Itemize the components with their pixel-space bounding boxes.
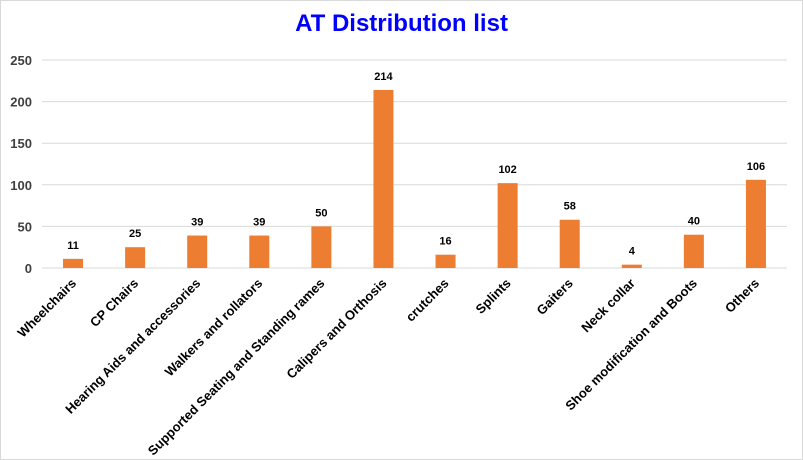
y-tick-label: 100: [10, 178, 32, 193]
bar: [745, 179, 766, 268]
bar: [497, 183, 518, 268]
category-label: Gaiters: [534, 276, 576, 318]
data-label: 50: [315, 207, 327, 219]
bar: [373, 89, 394, 269]
data-label: 102: [498, 164, 516, 176]
category-label: Hearing Aids and accessories: [62, 276, 203, 417]
y-tick-label: 50: [18, 219, 32, 234]
bars: [63, 89, 766, 269]
bar: [559, 219, 580, 268]
bar: [187, 235, 208, 268]
data-label: 4: [629, 246, 636, 258]
data-label: 11: [67, 240, 79, 252]
y-tick-label: 250: [10, 53, 32, 68]
bar: [311, 226, 332, 268]
data-labels: 11 25 39 39 50 214 16 102 58 4 40 106: [67, 71, 765, 258]
data-label: 40: [688, 216, 700, 228]
bar: [435, 254, 456, 268]
category-label: Shoe modification and Boots: [562, 276, 700, 414]
bar: [249, 235, 270, 268]
gridlines: [42, 59, 787, 269]
bar: [63, 258, 84, 268]
data-label: 25: [129, 228, 141, 240]
y-tick-label: 200: [10, 95, 32, 110]
data-label: 16: [439, 236, 451, 248]
category-label: Splints: [472, 276, 513, 317]
bar: [621, 264, 642, 268]
data-label: 39: [253, 217, 265, 229]
category-label: CP Chairs: [87, 276, 141, 330]
y-axis-ticks: 0 50 100 150 200 250: [10, 53, 32, 276]
category-label: crutches: [403, 276, 452, 325]
data-label: 58: [564, 201, 576, 213]
data-label: 214: [374, 71, 393, 83]
category-label: Others: [722, 276, 762, 316]
y-tick-label: 0: [25, 261, 32, 276]
y-tick-label: 150: [10, 136, 32, 151]
category-label: Calipers and Orthosis: [283, 276, 389, 382]
data-label: 106: [747, 161, 765, 173]
bar: [683, 234, 704, 268]
category-label: Wheelchairs: [14, 276, 79, 341]
category-label: Neck collar: [578, 276, 638, 336]
chart-title: AT Distribution list: [295, 10, 508, 37]
data-label: 39: [191, 217, 203, 229]
bar: [125, 247, 146, 268]
